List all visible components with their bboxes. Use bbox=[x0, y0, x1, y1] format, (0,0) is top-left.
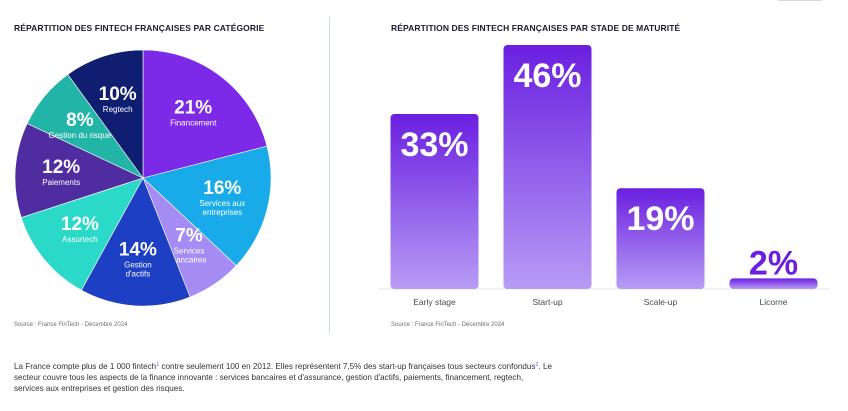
bar-category-label: Start-up bbox=[532, 297, 563, 307]
pie-category-label: d'actifs bbox=[126, 269, 151, 278]
pie-value-label: 12% bbox=[42, 157, 80, 178]
pie-category-label: Regtech bbox=[103, 105, 133, 114]
bar[interactable] bbox=[503, 45, 592, 289]
bar[interactable] bbox=[729, 278, 818, 289]
bar-value-label: 2% bbox=[749, 244, 798, 282]
bar[interactable] bbox=[616, 188, 705, 289]
bar-chart: 33% Early stage 46% Start-up 19% Scale-up 2% Li… bbox=[390, 45, 818, 307]
pie-category-label: Gestion bbox=[124, 260, 152, 269]
pie-source-note: Source : France FinTech - Décembre 2024 bbox=[14, 322, 128, 328]
pie-value-label: 21% bbox=[174, 97, 212, 118]
footnote-ref-2[interactable]: 2 bbox=[535, 362, 539, 368]
bar-category-label: Early stage bbox=[413, 297, 456, 307]
pie-category-label: Services bbox=[174, 246, 205, 255]
bar-source-note: Source : France FinTech - Décembre 2024 bbox=[391, 322, 505, 328]
pie-value-label: 7% bbox=[175, 225, 203, 246]
pie-category-label: entreprises bbox=[203, 208, 243, 217]
pie-chart-title: RÉPARTITION DES FINTECH FRANÇAISES PAR C… bbox=[14, 23, 265, 33]
pie-slice[interactable] bbox=[80, 177, 191, 307]
pie-slice[interactable] bbox=[14, 123, 144, 218]
bar-category-label: Licorne bbox=[760, 297, 788, 307]
footnote-ref-1[interactable]: 1 bbox=[156, 362, 160, 368]
pie-category-label: Financement bbox=[170, 118, 217, 127]
bar[interactable] bbox=[390, 114, 479, 289]
pie-value-label: 8% bbox=[66, 110, 94, 131]
pie-category-label: bancaires bbox=[172, 255, 207, 264]
pie-value-label: 16% bbox=[203, 178, 241, 199]
bar-value-label: 33% bbox=[400, 126, 468, 164]
bar-value-label: 19% bbox=[626, 200, 694, 238]
pie-slice[interactable] bbox=[20, 177, 144, 291]
bar-chart-title: RÉPARTITION DES FINTECH FRANÇAISES PAR S… bbox=[391, 23, 681, 33]
pie-category-label: Services aux bbox=[199, 199, 245, 208]
paragraph-text-1: La France compte plus de 1 000 fintech bbox=[14, 362, 157, 371]
pie-slice[interactable] bbox=[67, 49, 144, 179]
chart-divider bbox=[329, 17, 330, 334]
pie-category-label: Gestion du risque bbox=[49, 131, 112, 140]
pie-value-label: 14% bbox=[119, 239, 157, 260]
pie-slice[interactable] bbox=[142, 49, 268, 179]
top-rule bbox=[778, 0, 822, 1]
pie-chart: 21%Financement 16%Services auxentreprises… bbox=[14, 49, 272, 307]
paragraph-text-2: contre seulement 100 en 2012. Elles repr… bbox=[159, 362, 536, 371]
paragraph-text-3: . Le secteur couvre tous les aspects de … bbox=[14, 362, 552, 393]
pie-category-label: Paiements bbox=[42, 178, 80, 187]
pie-slice[interactable] bbox=[142, 145, 272, 267]
pie-category-label: Assurtech bbox=[62, 235, 98, 244]
intro-paragraph: La France compte plus de 1 000 fintech1 … bbox=[14, 361, 554, 394]
pie-value-label: 10% bbox=[99, 84, 137, 105]
bar-category-label: Scale-up bbox=[644, 297, 678, 307]
bar-value-label: 46% bbox=[513, 57, 581, 95]
pie-value-label: 12% bbox=[61, 214, 99, 235]
